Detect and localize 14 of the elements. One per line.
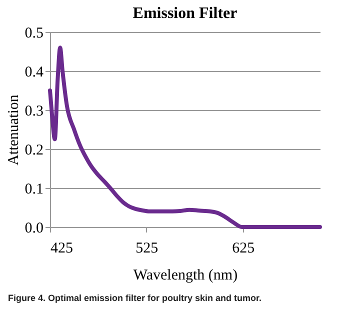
y-tick-label: 0.2: [24, 142, 44, 158]
x-axis-title: Wavelength (nm): [133, 268, 238, 284]
y-axis-title: Attenuation: [6, 94, 22, 166]
x-tick-label: 525: [136, 240, 158, 256]
y-tick-label: 0.3: [24, 104, 44, 120]
x-tick-label: 425: [50, 240, 73, 256]
y-tick-label: 0.1: [24, 182, 44, 198]
chart-title: Emission Filter: [132, 5, 238, 22]
y-tick-label: 0.0: [24, 220, 44, 236]
y-tick-label: 0.5: [24, 26, 44, 42]
line-series: [48, 46, 322, 229]
caption: Figure 4. Optimal emission filter for poultry skin and tumor.: [8, 293, 263, 303]
x-tick-label: 625: [232, 240, 255, 256]
y-tick-label: 0.4: [24, 64, 44, 80]
